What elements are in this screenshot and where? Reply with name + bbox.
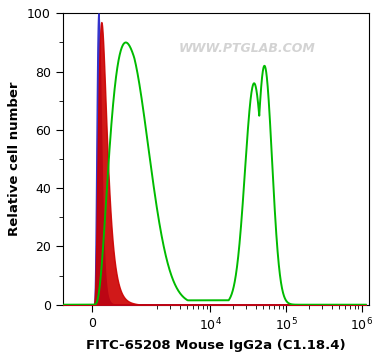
X-axis label: FITC-65208 Mouse IgG2a (C1.18.4): FITC-65208 Mouse IgG2a (C1.18.4) (86, 339, 346, 352)
Text: WWW.PTGLAB.COM: WWW.PTGLAB.COM (178, 42, 315, 55)
Y-axis label: Relative cell number: Relative cell number (8, 82, 21, 236)
